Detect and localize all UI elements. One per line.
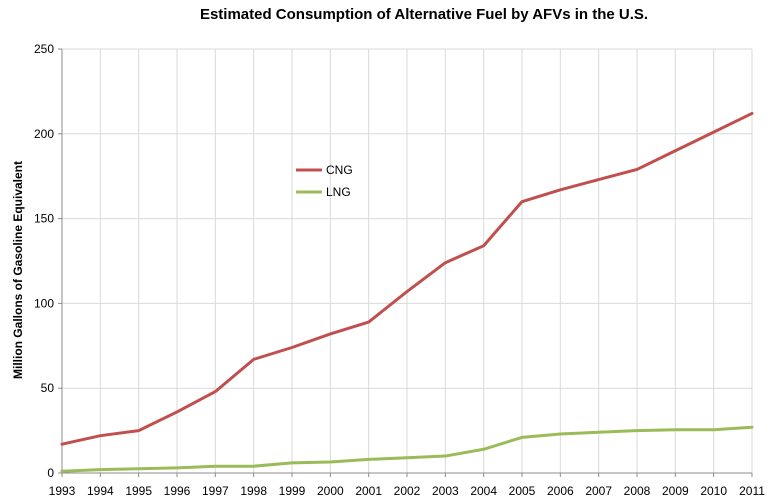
x-tick-label: 1996 [164, 484, 191, 498]
y-tick-label: 100 [34, 296, 54, 310]
data-point-cng [367, 320, 370, 324]
data-point-cng [635, 168, 639, 171]
x-tick-label: 2000 [317, 484, 344, 498]
x-tick-label: 2010 [700, 484, 727, 498]
data-point-cng [252, 358, 255, 361]
data-point-lng [329, 460, 332, 464]
data-point-lng [367, 458, 370, 461]
data-point-lng [405, 456, 409, 459]
x-tick-label: 2001 [355, 484, 382, 498]
x-tick-label: 2006 [547, 484, 574, 498]
x-tick-label: 2003 [432, 484, 459, 498]
x-tick-label: 1993 [49, 484, 76, 498]
data-point-cng [290, 346, 294, 349]
x-tick-label: 2009 [662, 484, 689, 498]
data-point-lng [99, 468, 102, 471]
data-point-lng [750, 426, 754, 429]
y-tick-label: 150 [34, 212, 54, 226]
data-point-lng [597, 431, 600, 434]
x-tick-label: 1999 [279, 484, 306, 498]
data-point-lng [60, 470, 64, 473]
data-point-cng [597, 178, 600, 181]
data-point-lng [444, 454, 447, 458]
data-point-lng [214, 465, 217, 468]
data-point-cng [137, 429, 140, 432]
x-tick-label: 2008 [624, 484, 651, 498]
data-point-cng [329, 332, 332, 336]
x-tick-label: 2002 [394, 484, 421, 498]
x-tick-label: 2011 [739, 484, 765, 498]
x-tick-label: 2004 [470, 484, 497, 498]
data-point-cng [674, 149, 677, 152]
data-point-lng [482, 448, 485, 451]
y-tick-label: 200 [34, 127, 54, 141]
x-tick-label: 1995 [125, 484, 152, 498]
data-point-cng [405, 290, 409, 293]
axes [58, 48, 753, 477]
y-tick-label: 50 [41, 381, 55, 395]
data-point-lng [635, 429, 639, 432]
data-point-lng [137, 467, 140, 470]
y-tick-labels: 0 50 100 150 200 250 [34, 42, 54, 480]
data-point-lng [712, 428, 715, 431]
series-lines [60, 111, 754, 473]
data-point-cng [99, 434, 102, 437]
data-point-lng [674, 428, 677, 431]
data-point-cng [750, 112, 754, 115]
data-point-lng [252, 465, 255, 468]
x-tick-label: 1997 [202, 484, 229, 498]
data-point-lng [290, 461, 294, 465]
y-tick-label: 250 [34, 42, 54, 56]
y-tick-label: 0 [47, 466, 54, 480]
data-point-cng [712, 130, 715, 134]
data-point-cng [60, 442, 64, 446]
legend-label-cng: CNG [326, 163, 353, 177]
data-point-cng [482, 244, 485, 247]
data-point-cng [559, 188, 562, 191]
data-point-cng [175, 410, 179, 414]
y-axis-label: Million Gallons of Gasoline Equivalent [11, 161, 25, 379]
x-tick-label: 2007 [585, 484, 612, 498]
x-tick-label: 1998 [240, 484, 267, 498]
data-point-cng [214, 390, 217, 393]
x-tick-labels: 1993 1994 1995 1996 1997 1998 1999 2000 2001 2002… [49, 484, 766, 498]
gridlines [62, 48, 753, 473]
legend-label-lng: LNG [326, 185, 351, 199]
data-point-lng [559, 432, 562, 436]
data-point-cng [444, 261, 447, 264]
data-point-cng [520, 200, 524, 203]
chart-title: Estimated Consumption of Alternative Fue… [200, 6, 648, 23]
data-point-lng [520, 436, 524, 439]
x-tick-label: 1994 [87, 484, 114, 498]
x-tick-label: 2005 [509, 484, 536, 498]
data-point-lng [175, 466, 179, 470]
legend: CNG LNG [296, 163, 353, 199]
